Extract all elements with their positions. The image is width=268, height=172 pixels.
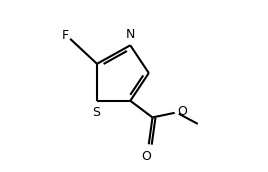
Text: O: O	[177, 105, 187, 118]
Text: O: O	[141, 150, 151, 163]
Text: S: S	[92, 106, 100, 119]
Text: F: F	[62, 29, 69, 42]
Text: N: N	[126, 28, 135, 41]
